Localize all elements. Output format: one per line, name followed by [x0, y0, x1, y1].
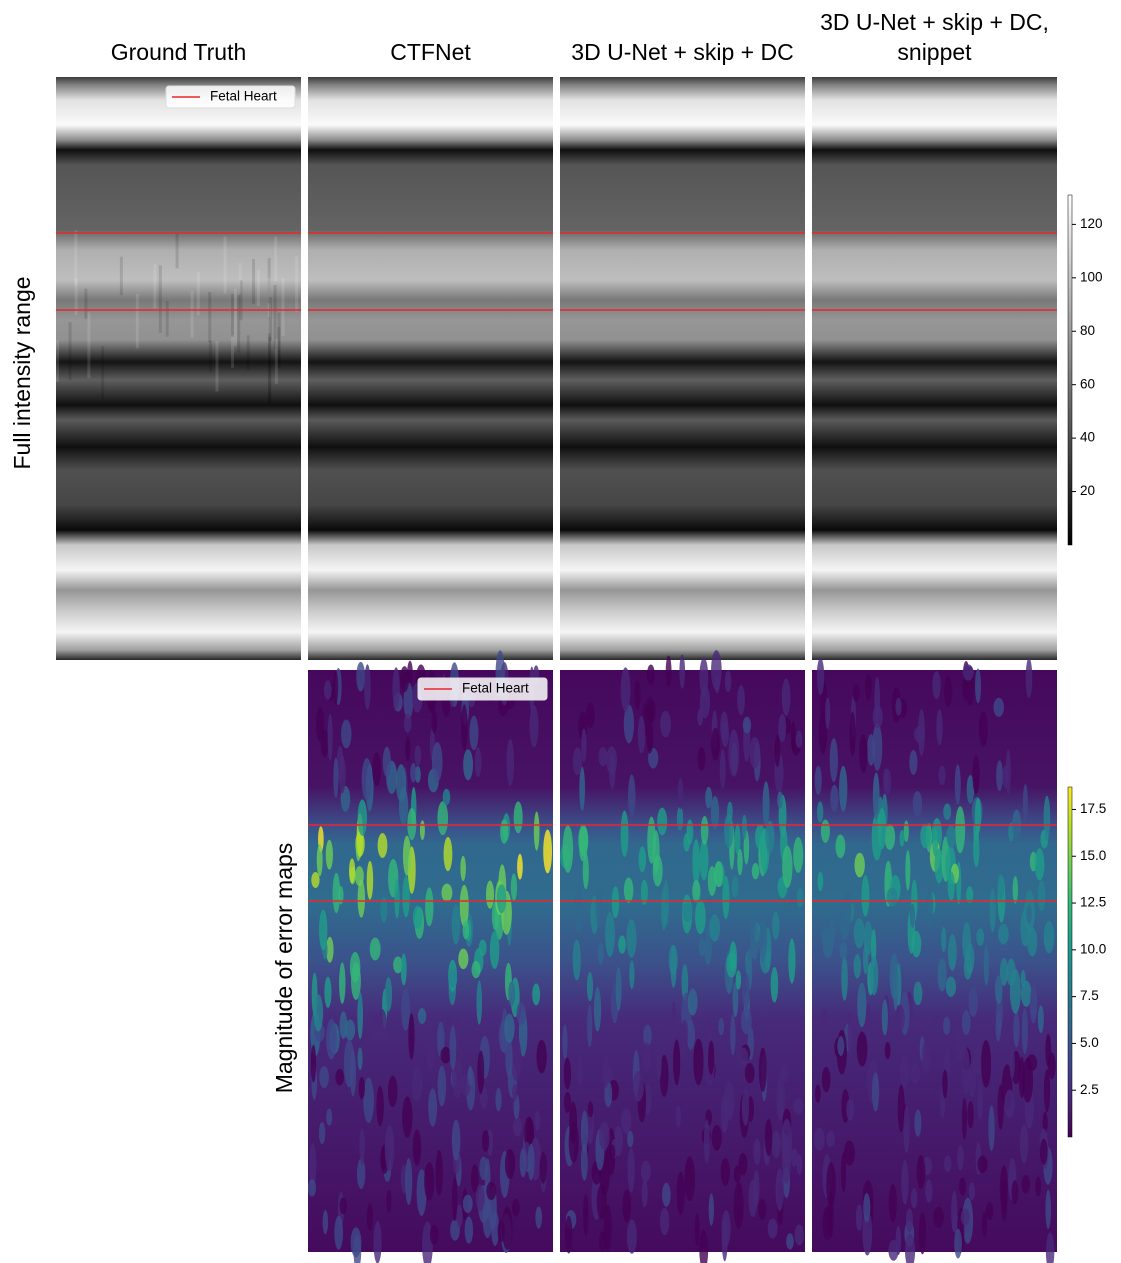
image-texture — [215, 340, 219, 392]
legend-box — [417, 677, 548, 701]
legend-box — [165, 85, 296, 109]
colorbar-tick-label: 10.0 — [1080, 941, 1106, 956]
image-texture — [175, 233, 179, 269]
row-label: Full intensity range — [9, 276, 35, 469]
error-texture — [307, 650, 553, 1263]
image-texture — [231, 335, 235, 368]
row-label: Magnitude of error maps — [271, 843, 297, 1094]
column-title: CTFNet — [390, 39, 471, 65]
colorbar-tick-label: 7.5 — [1080, 988, 1099, 1003]
image-texture — [208, 291, 212, 343]
column-title: snippet — [897, 39, 972, 65]
image-texture — [231, 293, 235, 338]
image-texture — [273, 284, 277, 350]
intensity-image — [56, 77, 301, 660]
error-texture — [560, 650, 804, 1263]
image-texture — [84, 288, 88, 319]
intensity-image — [812, 77, 1057, 660]
image-texture — [256, 269, 260, 306]
image-texture — [239, 280, 243, 321]
image-texture — [277, 326, 281, 362]
image-texture — [233, 288, 237, 347]
colorbar — [1067, 786, 1073, 1138]
legend-label: Fetal Heart — [210, 89, 277, 104]
image-texture — [153, 264, 157, 309]
intensity-image — [308, 77, 553, 660]
image-texture — [274, 339, 278, 384]
colorbar-tick-label: 2.5 — [1080, 1082, 1099, 1097]
colorbar-tick-label: 12.5 — [1080, 895, 1106, 910]
image-texture — [277, 312, 281, 369]
colorbar-tick-label: 80 — [1080, 323, 1095, 338]
image-texture — [87, 312, 91, 379]
image-texture — [267, 333, 271, 404]
colorbar-tick-label: 15.0 — [1080, 848, 1106, 863]
intensity-image — [560, 77, 805, 660]
image-texture — [223, 236, 227, 294]
colorbar-tick-label: 120 — [1080, 216, 1103, 231]
image-texture — [208, 340, 212, 372]
image-texture — [119, 256, 123, 296]
image-texture — [268, 336, 272, 403]
image-texture — [165, 301, 169, 337]
colorbar-tick-label: 100 — [1080, 269, 1103, 284]
image-texture — [135, 293, 139, 349]
image-texture — [158, 265, 162, 333]
image-texture — [268, 297, 272, 342]
image-texture — [74, 278, 78, 315]
image-texture — [101, 346, 105, 399]
colorbar-tick-label: 60 — [1080, 376, 1095, 391]
image-texture — [246, 335, 250, 370]
column-title: 3D U-Net + skip + DC — [571, 39, 793, 65]
image-texture — [267, 277, 271, 318]
image-texture — [190, 291, 194, 338]
image-texture — [267, 258, 271, 304]
image-texture — [74, 230, 78, 285]
column-title: 3D U-Net + skip + DC, — [820, 9, 1049, 35]
column-title: Ground Truth — [111, 39, 247, 65]
image-texture — [68, 322, 72, 381]
colorbar-tick-label: 20 — [1080, 483, 1095, 498]
legend-label: Fetal Heart — [462, 681, 529, 696]
image-texture — [237, 295, 241, 353]
colorbar-tick-label: 40 — [1080, 430, 1095, 445]
image-texture — [56, 340, 60, 383]
colorbar-tick-label: 5.0 — [1080, 1035, 1099, 1050]
image-texture — [295, 256, 299, 312]
colorbar-tick-label: 17.5 — [1080, 801, 1106, 816]
image-texture — [238, 263, 242, 294]
colorbar — [1067, 194, 1073, 546]
image-texture — [196, 272, 200, 316]
image-texture — [274, 236, 278, 282]
image-texture — [252, 259, 256, 305]
image-texture — [281, 277, 285, 336]
